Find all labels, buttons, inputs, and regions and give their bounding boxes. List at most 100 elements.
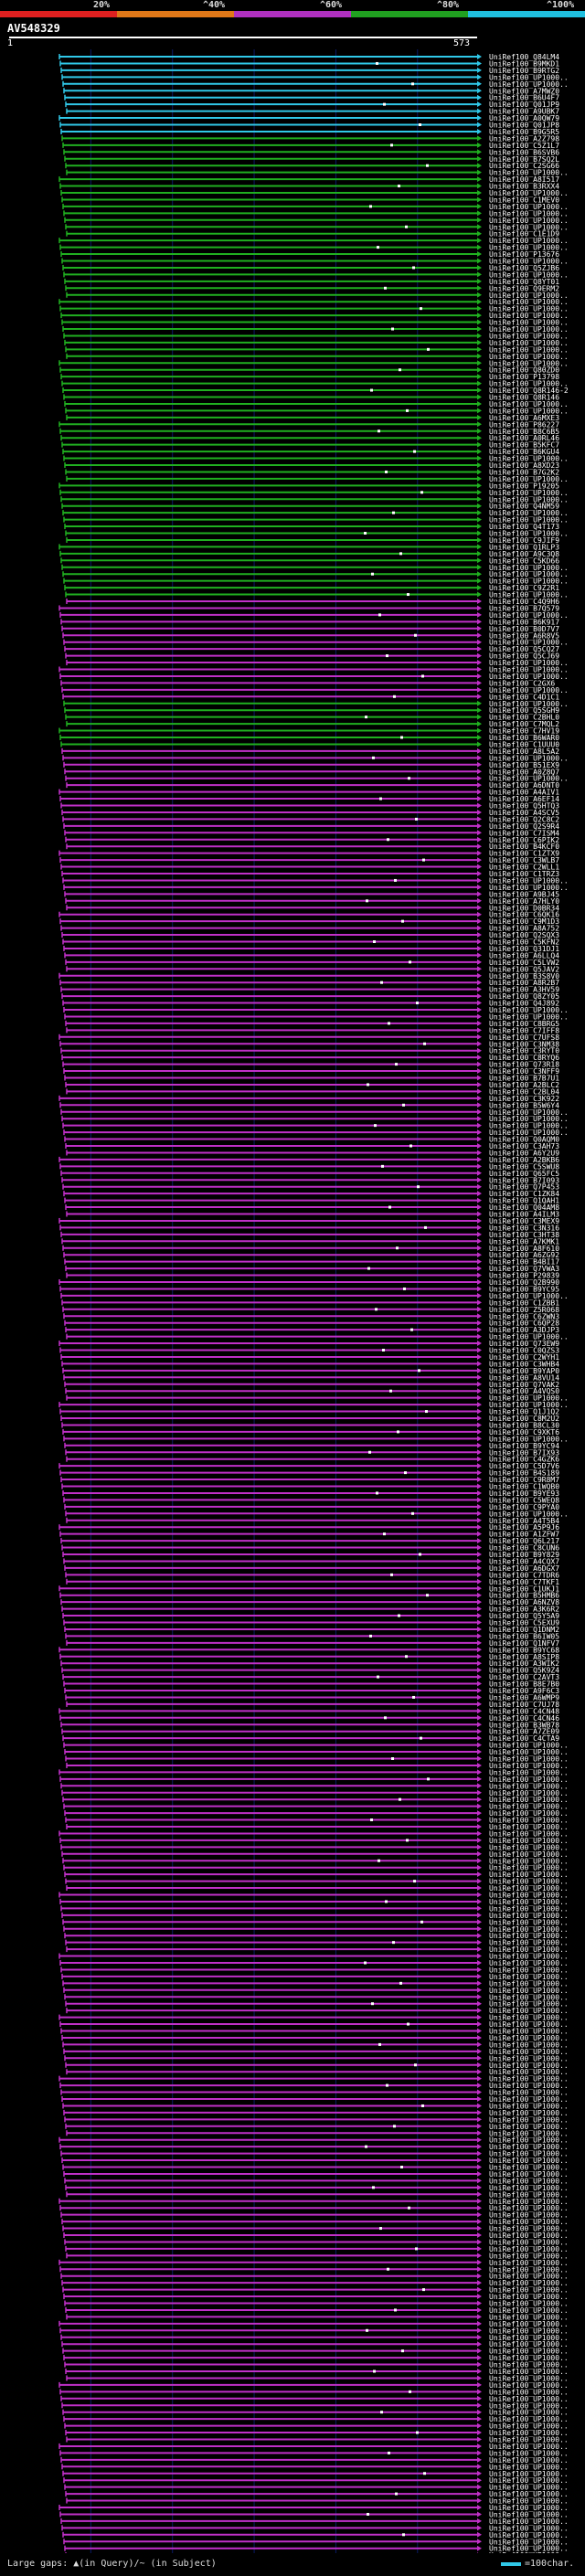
hit-label[interactable]: UniRef100_C4CN46 [489,1714,559,1723]
hit-label[interactable]: UniRef100_UP1000.. [489,1850,569,1859]
hit-label[interactable]: UniRef100_A6LLQ4 [489,951,559,959]
hit-label[interactable]: UniRef100_C8CUN6 [489,1544,559,1553]
hit-label[interactable]: UniRef100_Q2S9R4 [489,822,559,831]
hit-label[interactable]: UniRef100_UP1000.. [489,2348,569,2356]
hit-label[interactable]: UniRef100_B8E7B0 [489,1680,559,1689]
hit-label[interactable]: UniRef100_UP1000.. [489,2020,569,2029]
hit-label[interactable]: UniRef100_UP1000.. [489,2273,569,2281]
hit-label[interactable]: UniRef100_UP1000.. [489,2150,569,2158]
hit-label[interactable]: UniRef100_UP1000.. [489,1755,569,1764]
hit-label[interactable]: UniRef100_A6ZG92 [489,1251,559,1259]
hit-label[interactable]: UniRef100_A7MWZ0 [489,87,559,95]
hit-label[interactable]: UniRef100_UP1000.. [489,2265,569,2274]
hit-label[interactable]: UniRef100_UP1000.. [489,1918,569,1926]
hit-label[interactable]: UniRef100_UP1000.. [489,754,569,762]
hit-label[interactable]: UniRef100_UP1000.. [489,2231,569,2240]
hit-label[interactable]: UniRef100_Q5HTQ3 [489,802,559,811]
hit-label[interactable]: UniRef100_UP1000.. [489,400,569,408]
hit-label[interactable]: UniRef100_C4CN48 [489,1707,559,1715]
hit-label[interactable]: UniRef100_C3WLB7 [489,856,559,864]
hit-label[interactable]: UniRef100_A9UBK7 [489,108,559,116]
hit-label[interactable]: UniRef100_UP1000.. [489,270,569,279]
hit-label[interactable]: UniRef100_Q8ZY05 [489,992,559,1001]
hit-label[interactable]: UniRef100_UP1000.. [489,1401,569,1409]
hit-label[interactable]: UniRef100_C1UUU0 [489,740,559,748]
hit-label[interactable]: UniRef100_UP1000.. [489,1973,569,1981]
hit-label[interactable]: UniRef100_UP1000.. [489,2190,569,2199]
hit-label[interactable]: UniRef100_UP1000.. [489,1959,569,1967]
hit-label[interactable]: UniRef100_P29839 [489,1272,559,1280]
hit-label[interactable]: UniRef100_C3WHB4 [489,1360,559,1368]
hit-label[interactable]: UniRef100_C3MEX9 [489,1217,559,1225]
hit-label[interactable]: UniRef100_UP1000.. [489,1435,569,1443]
hit-label[interactable]: UniRef100_A2Z798 [489,134,559,143]
hit-label[interactable]: UniRef100_Q4NM59 [489,503,559,511]
hit-label[interactable]: UniRef100_UP1000.. [489,570,569,578]
hit-label[interactable]: UniRef100_UP1000.. [489,2225,569,2233]
hit-label[interactable]: UniRef100_B5HMB6 [489,1592,559,1600]
hit-label[interactable]: UniRef100_Q5CQ27 [489,645,559,653]
hit-label[interactable]: UniRef100_UP1000.. [489,2041,569,2049]
hit-label[interactable]: UniRef100_A4SCV5 [489,809,559,817]
hit-label[interactable]: UniRef100_C6PIK2 [489,836,559,844]
hit-label[interactable]: UniRef100_UP1000.. [489,189,569,197]
hit-label[interactable]: UniRef100_C2WYH1 [489,1353,559,1362]
hit-label[interactable]: UniRef100_Q84LM4 [489,53,559,61]
hit-label[interactable]: UniRef100_UP1000.. [489,2279,569,2287]
hit-label[interactable]: UniRef100_UP1000.. [489,244,569,252]
hit-label[interactable]: UniRef100_C5LVW2 [489,959,559,967]
hit-label[interactable]: UniRef100_UP1000.. [489,2048,569,2056]
hit-label[interactable]: UniRef100_UP1000.. [489,1953,569,1961]
hit-label[interactable]: UniRef100_UP1000.. [489,2306,569,2315]
hit-label[interactable]: UniRef100_UP1000.. [489,884,569,892]
hit-label[interactable]: UniRef100_C5Z1L7 [489,142,559,150]
hit-label[interactable]: UniRef100_A8VU14 [489,1373,559,1382]
hit-label[interactable]: UniRef100_Q5SGH9 [489,706,559,715]
hit-label[interactable]: UniRef100_C5EXU9 [489,1619,559,1627]
hit-label[interactable]: UniRef100_C7ISM4 [489,829,559,837]
hit-label[interactable]: UniRef100_A8R2B7 [489,979,559,987]
hit-label[interactable]: UniRef100_A6DGX7 [489,1564,559,1573]
hit-label[interactable]: UniRef100_UP1000.. [489,1932,569,1940]
hit-label[interactable]: UniRef100_UP1000.. [489,209,569,217]
hit-label[interactable]: UniRef100_Q65FC5 [489,1170,559,1178]
hit-label[interactable]: UniRef100_UP1000.. [489,2204,569,2212]
hit-label[interactable]: UniRef100_C3AH73 [489,1142,559,1150]
hit-label[interactable]: UniRef100_UP1000.. [489,1979,569,1988]
hit-label[interactable]: UniRef100_UP1000.. [489,2401,569,2410]
hit-label[interactable]: UniRef100_UP1000.. [489,1789,569,1797]
hit-label[interactable]: UniRef100_C1UKJ1 [489,1585,559,1593]
hit-label[interactable]: UniRef100_C1ZBB1 [489,1299,559,1307]
hit-label[interactable]: UniRef100_UP1000.. [489,591,569,599]
hit-label[interactable]: UniRef100_B8C6B5 [489,428,559,436]
hit-label[interactable]: UniRef100_C1E1D9 [489,230,559,239]
hit-label[interactable]: UniRef100_C6QK16 [489,911,559,919]
hit-label[interactable]: UniRef100_C6QP28 [489,1320,559,1328]
hit-label[interactable]: UniRef100_Q8YT01 [489,278,559,286]
hit-label[interactable]: UniRef100_UP1000.. [489,258,569,266]
hit-label[interactable]: UniRef100_UP1000.. [489,1817,569,1825]
hit-label[interactable]: UniRef100_UP1000.. [489,639,569,647]
hit-label[interactable]: UniRef100_Q1NFV7 [489,1639,559,1648]
hit-label[interactable]: UniRef100_A0Z8Q7 [489,768,559,776]
hit-label[interactable]: UniRef100_UP1000.. [489,2300,569,2308]
hit-label[interactable]: UniRef100_C5SWU8 [489,1162,559,1171]
hit-label[interactable]: UniRef100_A8XD23 [489,461,559,470]
hit-label[interactable]: UniRef100_UP1000.. [489,611,569,620]
hit-label[interactable]: UniRef100_B9Y829 [489,1551,559,1559]
hit-label[interactable]: UniRef100_UP1000.. [489,319,569,327]
hit-label[interactable]: UniRef100_C3K922 [489,1095,559,1103]
hit-label[interactable]: UniRef100_Z5R068 [489,1306,559,1314]
hit-label[interactable]: UniRef100_B9MKD1 [489,59,559,68]
hit-label[interactable]: UniRef100_A4VQS0 [489,1387,559,1395]
hit-label[interactable]: UniRef100_UP1000.. [489,2102,569,2110]
hit-label[interactable]: UniRef100_UP1000.. [489,2538,569,2546]
hit-label[interactable]: UniRef100_C9JIF9 [489,536,559,545]
hit-label[interactable]: UniRef100_UP1000.. [489,332,569,340]
hit-label[interactable]: UniRef100_Q8R146 [489,394,559,402]
hit-label[interactable]: UniRef100_UP1000.. [489,2422,569,2431]
hit-label[interactable]: UniRef100_Q04AM8 [489,1203,559,1212]
hit-label[interactable]: UniRef100_C8BRG5 [489,1020,559,1028]
hit-label[interactable]: UniRef100_B7B7U1 [489,1075,559,1083]
hit-label[interactable]: UniRef100_Q2C8C2 [489,815,559,823]
